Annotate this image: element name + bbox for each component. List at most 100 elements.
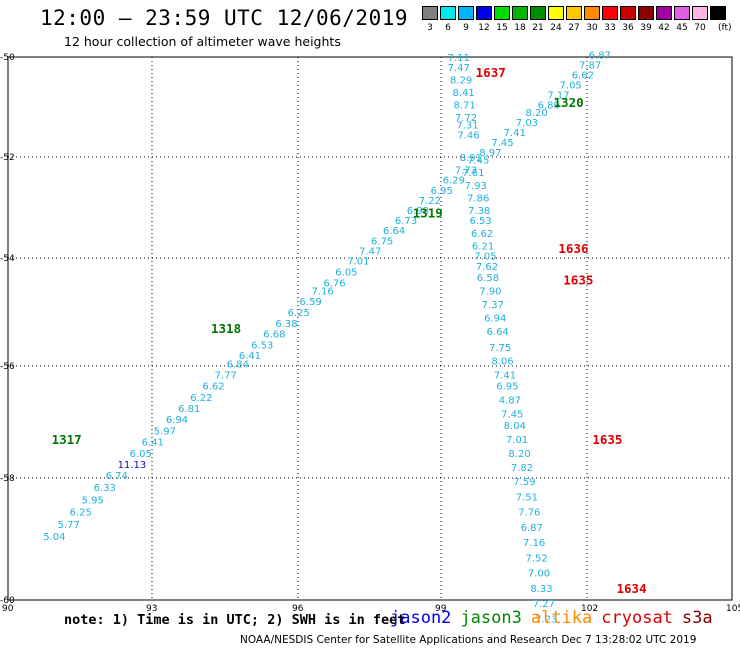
- wave-height-value: 7.16: [311, 286, 333, 297]
- legend-label: 30: [586, 23, 598, 33]
- wave-height-value: 8.20: [508, 449, 530, 460]
- wave-height-value: 7.16: [523, 538, 545, 549]
- wave-height-value: 6.38: [275, 319, 297, 330]
- wave-height-value: 6.87: [521, 523, 543, 534]
- page-title: 12:00 — 23:59 UTC 12/06/2019: [40, 6, 409, 30]
- track-pass-label: 1637: [476, 65, 506, 80]
- wave-height-value: 6.21: [472, 241, 494, 252]
- satellite-jason3: jason3: [460, 608, 522, 628]
- wave-height-value: 7.11: [448, 53, 470, 64]
- wave-height-value: 7.38: [468, 206, 490, 217]
- wave-height-value: 7.00: [528, 569, 550, 580]
- y-tick-label: -58: [0, 474, 15, 484]
- legend-swatch: [692, 6, 708, 20]
- wave-height-value: 6.53: [470, 216, 492, 227]
- wave-height-value: 7.01: [347, 257, 369, 268]
- wave-height-value: 8.29: [450, 76, 472, 87]
- wave-height-value: 6.22: [190, 393, 212, 404]
- wave-height-value: 6.05: [335, 268, 357, 279]
- legend-label: 12: [478, 23, 490, 33]
- wave-height-value: 6.74: [106, 471, 128, 482]
- track-pass-label: 1318: [211, 321, 241, 336]
- legend-label: 39: [640, 23, 652, 33]
- satellite-legend: jason2 jason3 altika cryosat s3a: [390, 608, 722, 628]
- legend-swatch: [566, 6, 582, 20]
- wave-height-value: 7.37: [482, 300, 504, 311]
- wave-height-value: 7.87: [579, 61, 601, 72]
- track-pass-label: 1636: [558, 241, 588, 256]
- x-tick-label: 99: [435, 604, 447, 614]
- wave-height-value: 8.97: [479, 148, 501, 159]
- wave-height-value: 7.72: [455, 113, 477, 124]
- y-tick-label: -50: [0, 53, 15, 63]
- legend-label: 9: [463, 23, 469, 33]
- wave-height-value: 6.64: [383, 226, 405, 237]
- x-tick-label: 93: [146, 604, 157, 614]
- wave-height-value: 6.25: [70, 508, 92, 519]
- wave-height-value: 8.91: [460, 153, 482, 164]
- wave-height-value: 7.47: [448, 63, 470, 74]
- wave-height-value: 7.93: [465, 181, 487, 192]
- wave-height-value: 6.62: [202, 382, 224, 393]
- wave-height-value: 7.86: [467, 193, 489, 204]
- track-pass-label: 1634: [617, 581, 647, 596]
- wave-height-value: 6.73: [395, 216, 417, 227]
- legend-label: 15: [496, 23, 508, 33]
- wave-height-value: 7.46: [457, 131, 479, 142]
- wave-height-value: 7.27: [533, 599, 555, 610]
- wave-height-value: 8.04: [504, 421, 526, 432]
- wave-height-value: 6.98: [407, 206, 429, 217]
- legend-label: 70: [694, 23, 706, 33]
- legend-unit: (ft): [718, 23, 732, 33]
- legend-label: 3: [427, 23, 433, 33]
- satellite-altika: altika: [530, 608, 593, 628]
- wave-height-value: 6.53: [251, 340, 273, 351]
- wave-height-value: 7.75: [489, 343, 511, 354]
- wave-height-value: 7.05: [560, 81, 582, 92]
- x-tick-label: 105: [726, 604, 740, 614]
- wave-height-value: 7.59: [513, 477, 535, 488]
- wave-height-value: 6.41: [142, 438, 164, 449]
- footer-note: note: 1) Time is in UTC; 2) SWH is in fe…: [64, 612, 406, 628]
- satellite-s3a: s3a: [681, 608, 713, 628]
- wave-height-value: 6.62: [471, 229, 493, 240]
- wave-height-value: 8.06: [491, 357, 513, 368]
- wave-height-value: 6.94: [166, 415, 188, 426]
- wave-height-value: 7.17: [547, 91, 569, 102]
- legend-swatch: [530, 6, 546, 20]
- wave-height-value: 8.41: [452, 88, 474, 99]
- legend-swatch: [494, 6, 510, 20]
- wave-height-value: 6.76: [323, 278, 345, 289]
- x-tick-label: 102: [581, 604, 598, 614]
- wave-height-value: 7.41: [494, 370, 516, 381]
- wave-height-value: 6.94: [484, 313, 506, 324]
- wave-height-value: 7.31: [456, 121, 478, 132]
- wave-height-value: 4.87: [499, 396, 521, 407]
- wave-height-value: 7.45: [491, 138, 513, 149]
- wave-height-value: 6.81: [178, 404, 200, 415]
- wave-height-value: 7.45: [467, 156, 489, 167]
- legend-swatch: [620, 6, 636, 20]
- wave-height-value: 7.90: [479, 286, 501, 297]
- wave-height-value: 6.95: [431, 186, 453, 197]
- wave-height-value: 7.05: [474, 251, 496, 262]
- track-pass-label: 1319: [413, 206, 443, 221]
- legend-label: 36: [622, 23, 634, 33]
- wave-height-value: 6.41: [239, 351, 261, 362]
- track-pass-label: 1635: [563, 273, 593, 288]
- wave-height-value: 6.95: [496, 382, 518, 393]
- track-pass-label: 1635: [592, 432, 622, 447]
- credit-line: NOAA/NESDIS Center for Satellite Applica…: [240, 634, 697, 646]
- wave-height-value: 7.45: [501, 410, 523, 421]
- wave-height-value: 8.33: [530, 584, 552, 595]
- y-tick-label: -60: [0, 596, 15, 606]
- wave-height-value: 6.75: [371, 236, 393, 247]
- wave-height-value: 7.22: [419, 196, 441, 207]
- legend-label: 27: [568, 23, 580, 33]
- legend-swatch: [512, 6, 528, 20]
- wave-height-value: 7.61: [462, 168, 484, 179]
- track-pass-label: 1320: [554, 95, 584, 110]
- legend-label: 33: [604, 23, 616, 33]
- wave-height-value: 7.82: [511, 463, 533, 474]
- wave-height-value: 6.87: [589, 51, 611, 62]
